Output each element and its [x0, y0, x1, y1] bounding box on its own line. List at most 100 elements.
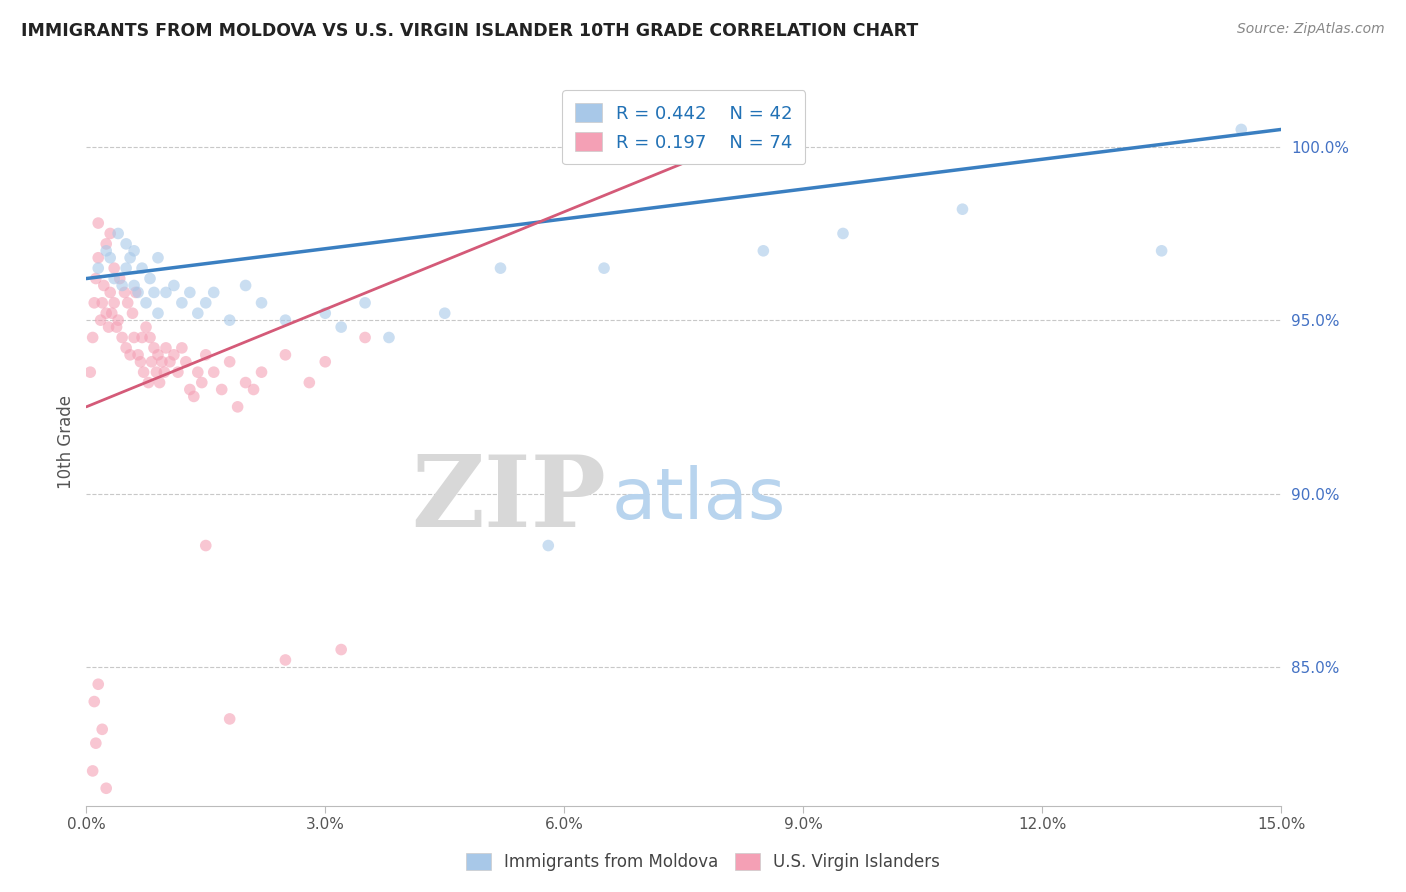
Point	[91, 295, 114, 310]
Point	[752, 244, 775, 258]
Point	[194, 348, 217, 362]
Point	[1150, 244, 1173, 258]
Point	[378, 330, 401, 344]
Point	[150, 355, 173, 369]
Legend: Immigrants from Moldova, U.S. Virgin Islanders: Immigrants from Moldova, U.S. Virgin Isl…	[457, 845, 949, 880]
Point	[1230, 122, 1253, 136]
Point	[139, 330, 162, 344]
Point	[489, 261, 512, 276]
Point	[121, 306, 143, 320]
Point	[354, 295, 377, 310]
Point	[235, 278, 257, 293]
Point	[148, 376, 170, 390]
Point	[111, 278, 134, 293]
Point	[143, 285, 166, 300]
Point	[87, 677, 110, 691]
Point	[167, 365, 190, 379]
Point	[120, 251, 142, 265]
Point	[98, 251, 121, 265]
Point	[91, 723, 114, 737]
Point	[952, 202, 974, 217]
Text: IMMIGRANTS FROM MOLDOVA VS U.S. VIRGIN ISLANDER 10TH GRADE CORRELATION CHART: IMMIGRANTS FROM MOLDOVA VS U.S. VIRGIN I…	[21, 22, 918, 40]
Point	[120, 348, 142, 362]
Point	[187, 306, 209, 320]
Point	[146, 251, 169, 265]
Point	[111, 330, 134, 344]
Point	[174, 355, 197, 369]
Legend: R = 0.442    N = 42, R = 0.197    N = 74: R = 0.442 N = 42, R = 0.197 N = 74	[562, 90, 806, 164]
Point	[87, 216, 110, 230]
Point	[83, 695, 105, 709]
Y-axis label: 10th Grade: 10th Grade	[58, 394, 75, 489]
Point	[108, 271, 131, 285]
Point	[202, 365, 225, 379]
Point	[250, 365, 273, 379]
Point	[114, 285, 136, 300]
Point	[250, 295, 273, 310]
Point	[96, 244, 118, 258]
Text: ZIP: ZIP	[411, 451, 606, 549]
Point	[211, 383, 233, 397]
Point	[163, 348, 186, 362]
Point	[141, 355, 163, 369]
Point	[274, 653, 297, 667]
Point	[82, 330, 104, 344]
Point	[135, 295, 157, 310]
Point	[314, 306, 336, 320]
Point	[155, 341, 177, 355]
Point	[127, 348, 149, 362]
Point	[242, 383, 264, 397]
Point	[115, 236, 138, 251]
Point	[82, 764, 104, 778]
Point	[105, 320, 128, 334]
Point	[143, 341, 166, 355]
Point	[354, 330, 377, 344]
Point	[107, 227, 129, 241]
Point	[183, 389, 205, 403]
Point	[138, 376, 160, 390]
Point	[96, 781, 118, 796]
Point	[87, 251, 110, 265]
Point	[90, 313, 112, 327]
Point	[191, 376, 214, 390]
Point	[146, 348, 169, 362]
Point	[593, 261, 616, 276]
Point	[330, 642, 353, 657]
Point	[179, 285, 201, 300]
Point	[274, 348, 297, 362]
Point	[187, 365, 209, 379]
Point	[97, 320, 120, 334]
Point	[832, 227, 855, 241]
Point	[537, 539, 560, 553]
Point	[84, 736, 107, 750]
Point	[107, 313, 129, 327]
Point	[153, 365, 176, 379]
Point	[131, 261, 153, 276]
Point	[103, 261, 125, 276]
Point	[226, 400, 249, 414]
Point	[115, 261, 138, 276]
Point	[194, 539, 217, 553]
Point	[155, 285, 177, 300]
Point	[139, 271, 162, 285]
Point	[274, 313, 297, 327]
Point	[98, 285, 121, 300]
Point	[87, 261, 110, 276]
Point	[145, 365, 167, 379]
Point	[131, 330, 153, 344]
Point	[132, 365, 155, 379]
Point	[115, 341, 138, 355]
Point	[122, 330, 145, 344]
Point	[124, 285, 146, 300]
Point	[122, 244, 145, 258]
Point	[129, 355, 152, 369]
Point	[163, 278, 186, 293]
Point	[84, 271, 107, 285]
Point	[127, 285, 149, 300]
Point	[117, 295, 139, 310]
Point	[314, 355, 336, 369]
Point	[101, 306, 124, 320]
Point	[122, 278, 145, 293]
Point	[433, 306, 456, 320]
Point	[170, 295, 193, 310]
